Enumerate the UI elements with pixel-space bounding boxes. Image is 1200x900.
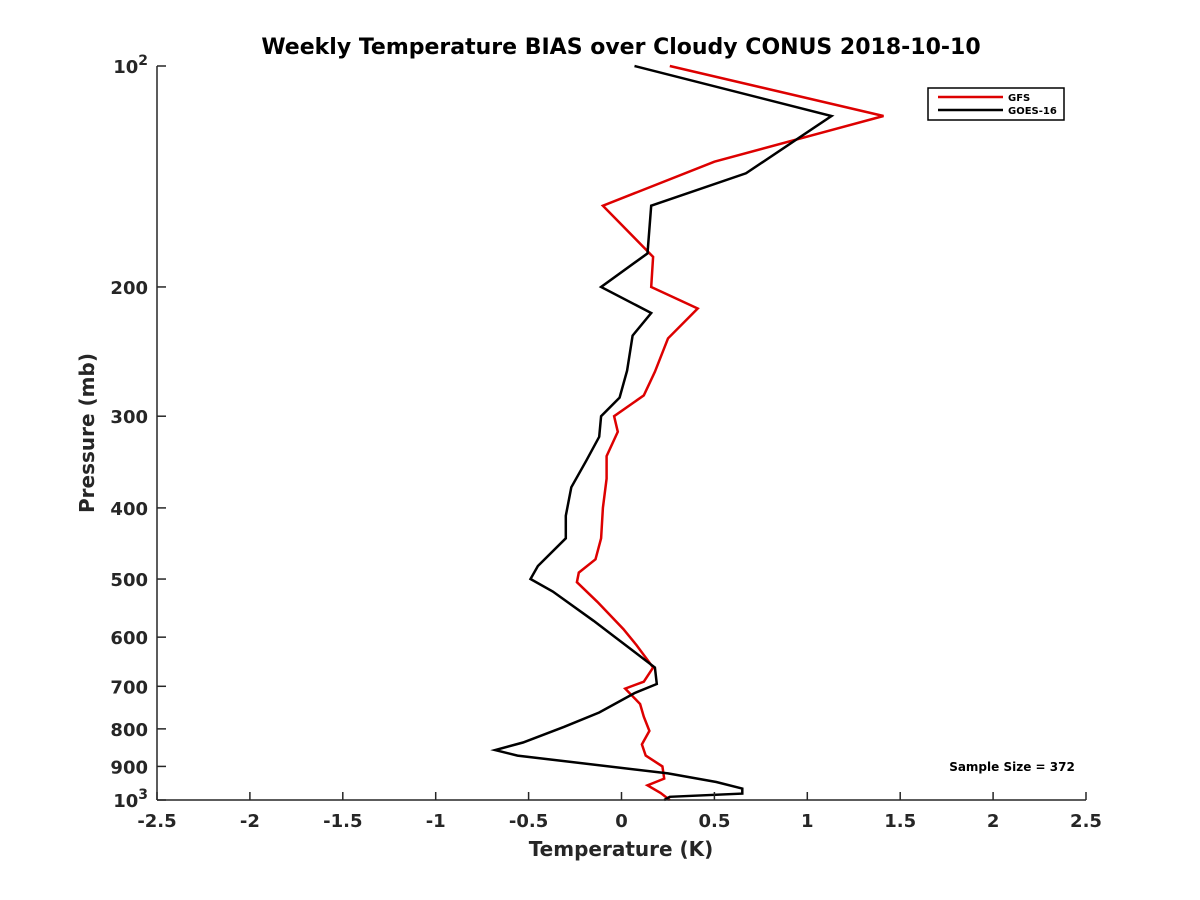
x-tick-label: 1.5 — [884, 811, 916, 832]
y-tick-label: 800 — [110, 720, 148, 741]
x-tick-label: 2 — [987, 811, 1000, 832]
y-tick-label: 200 — [110, 278, 148, 299]
series-line-gfs — [575, 64, 884, 801]
x-tick-label: 0.5 — [698, 811, 730, 832]
x-ticks: -2.5 -2 -1.5 -1 -0.5 0 0.5 1 1.5 2 2.5 — [137, 792, 1102, 832]
x-tick-label: -0.5 — [509, 811, 548, 832]
legend-label-gfs: GFS — [1008, 93, 1030, 104]
x-tick-label: -2.5 — [137, 811, 176, 832]
plot-area — [490, 64, 884, 802]
x-tick-label: 0 — [615, 811, 628, 832]
x-tick-label: -1 — [426, 811, 446, 832]
series-line-goes-16 — [490, 64, 835, 802]
x-tick-label: -1.5 — [323, 811, 362, 832]
legend-label-goes-16: GOES-16 — [1008, 106, 1057, 117]
y-axis-label: Pressure (mb) — [75, 353, 99, 513]
x-axis-label: Temperature (K) — [529, 837, 714, 861]
sample-size-annotation: Sample Size = 372 — [949, 760, 1075, 774]
y-tick-label: 500 — [110, 570, 148, 591]
y-tick-label: 900 — [110, 757, 148, 778]
legend-box — [927, 87, 1065, 121]
x-tick-label: -2 — [240, 811, 260, 832]
y-tick-label: 600 — [110, 628, 148, 649]
x-tick-label: 1 — [801, 811, 814, 832]
y-ticks: 102 200 300 400 500 600 700 800 900 103 — [110, 53, 166, 812]
y-tick-label: 300 — [110, 407, 148, 428]
legend: GFS GOES-16 — [927, 87, 1065, 121]
y-tick-label: 700 — [110, 677, 148, 698]
y-tick-label: 400 — [110, 499, 148, 520]
x-tick-label: 2.5 — [1070, 811, 1102, 832]
chart-title: Weekly Temperature BIAS over Cloudy CONU… — [261, 35, 980, 60]
y-tick-label: 103 — [113, 787, 148, 812]
y-tick-label: 102 — [113, 53, 148, 78]
